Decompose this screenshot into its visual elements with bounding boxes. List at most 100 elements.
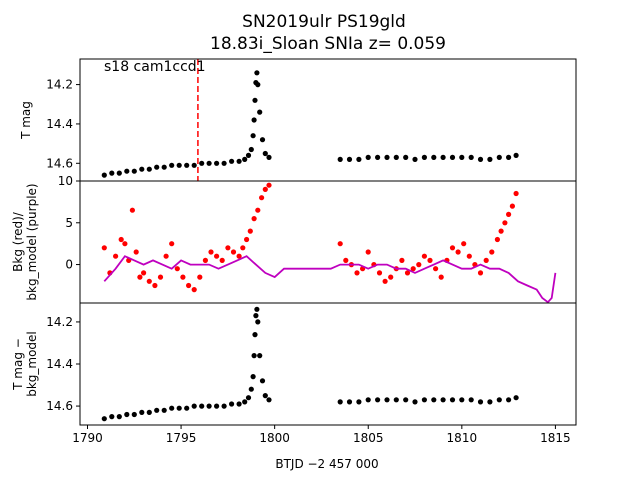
middle-point [502, 220, 508, 226]
bottom-point [229, 401, 235, 407]
top-point [384, 154, 390, 160]
x-tick-label: 1815 [540, 431, 571, 445]
top-point [393, 154, 399, 160]
top-point [116, 170, 122, 176]
middle-point [169, 241, 175, 247]
middle-point [122, 241, 128, 247]
middle-point [410, 266, 416, 272]
top-point [255, 82, 261, 88]
middle-point [513, 190, 519, 197]
top-point [154, 164, 160, 170]
top-point [229, 158, 235, 164]
middle-point [152, 282, 158, 289]
bottom-point [124, 411, 130, 418]
bottom-point [176, 405, 182, 411]
middle-point [208, 249, 214, 255]
bottom-point [184, 405, 190, 411]
top-point [176, 162, 182, 168]
top-point [449, 154, 456, 160]
middle-point [494, 236, 500, 243]
middle-point [251, 216, 257, 222]
x-tick-label: 1800 [259, 431, 290, 445]
top-point [468, 154, 474, 160]
chart-title: SN2019ulr PS19gld [242, 12, 406, 32]
middle-point [180, 274, 186, 280]
middle-point [449, 245, 456, 251]
top-point [421, 154, 427, 160]
top-point [124, 168, 130, 174]
top-point [252, 97, 258, 103]
bottom-point [449, 397, 456, 403]
chart-subtitle: 18.83i_Sloan SNIa z= 0.059 [210, 34, 446, 54]
bottom-point [506, 397, 512, 403]
top-point [161, 164, 167, 170]
bottom-point [242, 399, 248, 405]
bottom-y-axis-label: bkg_model [25, 331, 39, 397]
top-point [101, 172, 107, 178]
top-point [440, 154, 446, 160]
x-axis-label: BTJD −2 457 000 [275, 457, 378, 471]
top-point [131, 168, 137, 174]
middle-point [433, 266, 439, 272]
top-point [356, 156, 362, 162]
middle-point [399, 257, 405, 263]
bottom-point [375, 397, 381, 403]
middle-point [219, 257, 225, 263]
panel-middle: 0 5 10 Bkg (red)/bkg_model (purple) [11, 174, 577, 304]
top-point [257, 109, 263, 115]
bottom-point [109, 414, 115, 420]
top-y-tick-label: 14.2 [46, 78, 73, 92]
middle-point [483, 257, 489, 263]
bottom-point [365, 397, 371, 403]
bottom-point [255, 319, 261, 325]
middle-point [197, 274, 203, 280]
top-point [242, 156, 248, 162]
middle-point [498, 228, 504, 234]
bottom-point [236, 401, 242, 407]
bottom-point [248, 386, 254, 392]
top-point [146, 166, 152, 172]
middle-point [157, 274, 164, 280]
middle-point [174, 266, 180, 272]
middle-y-axis-label: bkg_model (purple) [25, 183, 39, 300]
bottom-point [477, 399, 484, 405]
bottom-point [421, 397, 427, 403]
bottom-point [356, 399, 362, 405]
middle-point [416, 262, 422, 268]
middle-point [186, 282, 192, 289]
middle-point [141, 270, 147, 276]
middle-point [113, 253, 119, 259]
middle-point [477, 270, 484, 276]
top-y-tick-label: 14.6 [46, 156, 73, 170]
top-point [266, 154, 272, 160]
bottom-point [259, 378, 266, 384]
bottom-point [254, 306, 260, 312]
middle-point [225, 245, 231, 251]
middle-point [137, 274, 143, 280]
top-point [248, 146, 254, 153]
bottom-point [384, 397, 390, 403]
panel-top: s18 cam1ccd1 14.2 14.4 14.6 T mag [19, 58, 577, 182]
top-point [403, 154, 409, 160]
top-point [245, 152, 252, 158]
bottom-point [251, 353, 257, 359]
panel-bottom: 14.2 14.4 14.6 T mag − bkg_model [11, 302, 577, 426]
top-point [496, 154, 502, 160]
top-point [337, 156, 343, 162]
middle-point [376, 270, 383, 276]
top-point [459, 154, 465, 160]
bottom-point [403, 397, 409, 403]
x-tick-label: 1805 [353, 431, 384, 445]
middle-point [466, 253, 472, 259]
middle-point [214, 253, 220, 259]
middle-point [427, 257, 433, 263]
plot-area: s18 cam1ccd1 14.2 14.4 14.6 T mag 0 5 10 Bkg (re… [11, 58, 577, 445]
top-point [487, 156, 493, 162]
top-point [477, 156, 484, 162]
bottom-point [116, 414, 122, 420]
middle-point [133, 249, 139, 255]
bottom-point [257, 353, 263, 359]
middle-point [404, 270, 411, 276]
bottom-y-tick-label: 14.4 [46, 357, 73, 371]
